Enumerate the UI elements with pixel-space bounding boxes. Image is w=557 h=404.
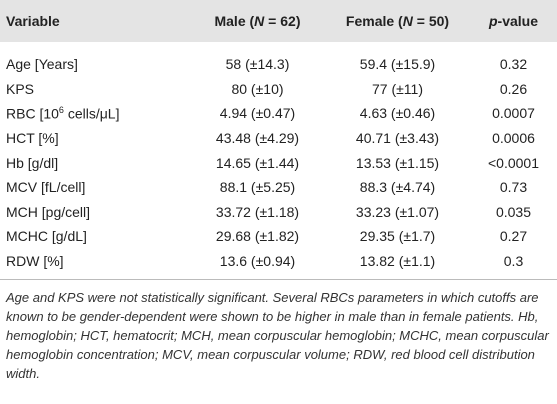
table-cell: 0.0006 bbox=[492, 130, 535, 147]
table-cell: 29.68 (±1.82) bbox=[215, 228, 300, 245]
table-cell: 14.65 (±1.44) bbox=[215, 154, 300, 171]
table-cell: 33.23 (±1.07) bbox=[355, 203, 440, 220]
table-cell: 33.72 (±1.18) bbox=[215, 203, 300, 220]
cell-text: cells/μL] bbox=[63, 105, 120, 122]
header-cell: Male (N = 62) bbox=[190, 0, 325, 42]
table-cell: 59.4 (±15.9) bbox=[359, 56, 436, 73]
table-row: RDW [%] 13.6 (±0.94) 13.82 (±1.1) 0.3 bbox=[0, 249, 557, 280]
table-cell: 29.35 (±1.7) bbox=[359, 228, 436, 245]
table-cell: 0.035 bbox=[495, 203, 532, 220]
table-row: Hb [g/dl] 14.65 (±1.44) 13.53 (±1.15) <0.00… bbox=[0, 150, 557, 175]
table-cell: 58 (±14.3) bbox=[225, 56, 290, 73]
table-row: MCV [fL/cell] 88.1 (±5.25) 88.3 (±4.74) 0.7… bbox=[0, 175, 557, 200]
cell-text: 6 bbox=[58, 105, 64, 116]
table-cell: 88.1 (±5.25) bbox=[219, 179, 296, 196]
table-row: MCH [pg/cell] 33.72 (±1.18) 33.23 (±1.07) 0… bbox=[0, 200, 557, 225]
header-cell: Female (N = 50) bbox=[325, 0, 470, 42]
table-cell: Hb [g/dl] bbox=[6, 154, 59, 171]
table-cell: 40.71 (±3.43) bbox=[355, 130, 440, 147]
table-row: MCHC [g/dL] 29.68 (±1.82) 29.35 (±1.7) 0.27 bbox=[0, 224, 557, 249]
table-cell: 13.53 (±1.15) bbox=[355, 154, 440, 171]
header-text: = 62) bbox=[264, 13, 301, 29]
table-cell: RBC [106 cells/μL] bbox=[0, 101, 190, 126]
table-cell: 88.3 (±4.74) bbox=[359, 179, 436, 196]
header-text: Male ( bbox=[214, 13, 255, 29]
header-cell: Variable bbox=[6, 13, 60, 29]
header-text: -value bbox=[497, 13, 539, 29]
table-cell: MCV [fL/cell] bbox=[6, 179, 86, 196]
table-row: RBC [106 cells/μL] 4.94 (±0.47) 4.63 (±0.4… bbox=[0, 101, 557, 126]
header-cell: p-value bbox=[470, 0, 557, 42]
table-row: HCT [%] 43.48 (±4.29) 40.71 (±3.43) 0.0006 bbox=[0, 126, 557, 151]
table-cell: 4.94 (±0.47) bbox=[219, 105, 296, 122]
table-cell: HCT [%] bbox=[6, 130, 59, 147]
table-cell: 0.3 bbox=[503, 253, 524, 270]
table-header: Variable Male (N = 62) Female (N = 50) p… bbox=[0, 0, 557, 42]
table-cell: 0.26 bbox=[499, 80, 528, 97]
table-row: KPS 80 (±10) 77 (±11) 0.26 bbox=[0, 77, 557, 102]
table-cell: 13.6 (±0.94) bbox=[219, 253, 296, 270]
table-row: Age [Years] 58 (±14.3) 59.4 (±15.9) 0.32 bbox=[0, 42, 557, 77]
table-cell: 13.82 (±1.1) bbox=[359, 253, 436, 270]
header-row: Variable Male (N = 62) Female (N = 50) p… bbox=[0, 0, 557, 42]
header-text: N bbox=[254, 13, 265, 29]
data-table: Variable Male (N = 62) Female (N = 50) p… bbox=[0, 0, 557, 280]
table-cell: 77 (±11) bbox=[371, 80, 423, 97]
table-cell: MCHC [g/dL] bbox=[6, 228, 87, 245]
table-cell: RDW [%] bbox=[6, 253, 64, 270]
table-cell: 0.27 bbox=[499, 228, 528, 245]
table-cell: Age [Years] bbox=[6, 56, 78, 73]
table-cell: <0.0001 bbox=[488, 154, 539, 171]
table-cell: 0.0007 bbox=[492, 105, 535, 122]
header-text: N bbox=[402, 13, 413, 29]
table-cell: MCH [pg/cell] bbox=[6, 203, 91, 220]
table-cell: 0.73 bbox=[499, 179, 528, 196]
table-body: Age [Years] 58 (±14.3) 59.4 (±15.9) 0.32 KPS… bbox=[0, 42, 557, 280]
caption: Age and KPS were not statistically signi… bbox=[6, 290, 549, 382]
table-cell: 80 (±10) bbox=[231, 80, 284, 97]
header-text: = 50) bbox=[412, 13, 450, 29]
table-cell: KPS bbox=[6, 80, 35, 97]
table-cell: 43.48 (±4.29) bbox=[215, 130, 300, 147]
header-text: Female ( bbox=[345, 13, 403, 29]
table-cell: 0.32 bbox=[499, 56, 528, 73]
header-text: p bbox=[488, 13, 498, 29]
table-cell: 4.63 (±0.46) bbox=[359, 105, 436, 122]
cell-text: RBC [10 bbox=[6, 105, 59, 122]
